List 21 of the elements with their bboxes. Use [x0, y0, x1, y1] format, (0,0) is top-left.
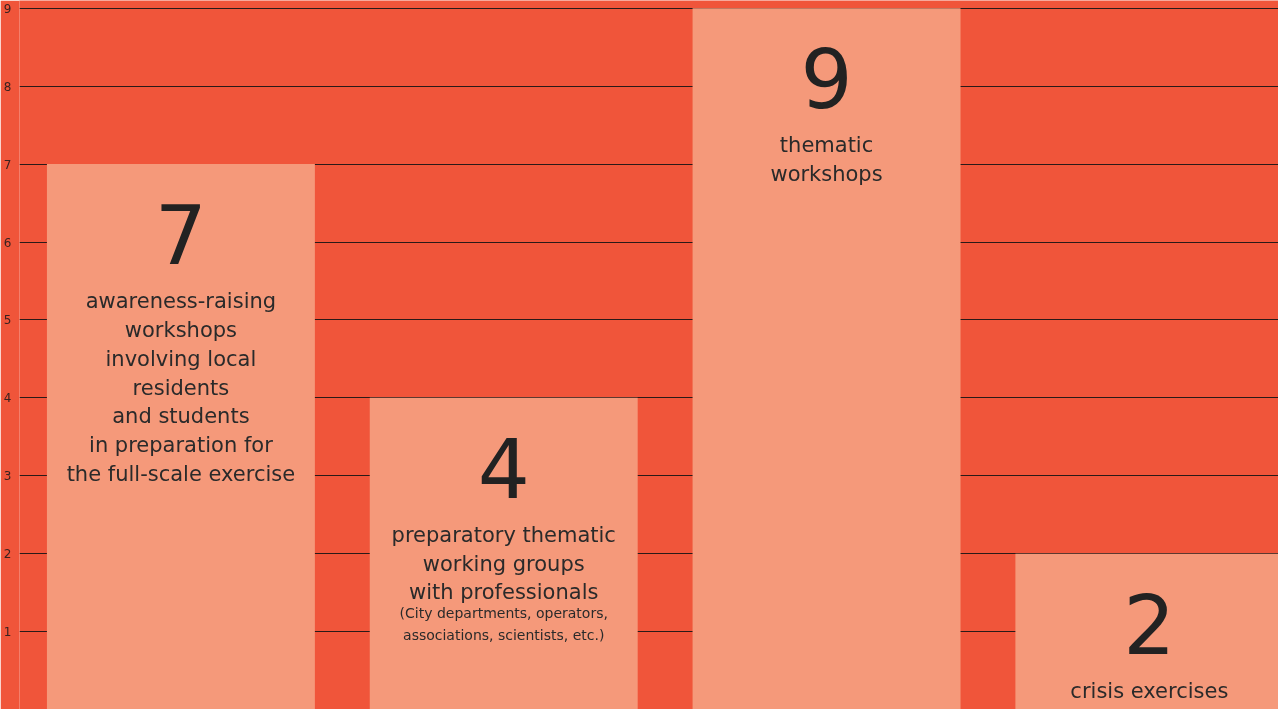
x-tick-label: thematic workshops	[770, 133, 883, 187]
y-tick-label: 4	[3, 391, 12, 406]
data-label: 7	[154, 188, 207, 284]
y-tick-label: 6	[3, 235, 12, 250]
bar	[369, 397, 638, 709]
y-tick-label: 1	[3, 625, 12, 640]
y-tick-label: 5	[3, 313, 12, 328]
y-tick-label: 8	[3, 79, 12, 94]
x-tick-label: preparatory thematic working groups with professionals	[391, 522, 616, 605]
y-tick-label: 3	[3, 469, 12, 484]
y-tick-label: 9	[3, 1, 12, 16]
bar	[46, 164, 315, 709]
annotation: (City departments, operators, associations, scientists, etc.)	[399, 604, 608, 644]
data-label: 9	[800, 32, 853, 128]
data-label: 2	[1123, 577, 1176, 673]
x-tick-label: crisis exercises	[1070, 678, 1229, 703]
data-label: 4	[477, 421, 530, 517]
bar	[692, 8, 961, 709]
x-tick-label: awareness-raising workshops involving local residents and students in preparation for the full-scale exercise	[66, 289, 296, 486]
y-tick-label: 2	[3, 547, 12, 562]
y-tick-label: 7	[3, 157, 12, 172]
